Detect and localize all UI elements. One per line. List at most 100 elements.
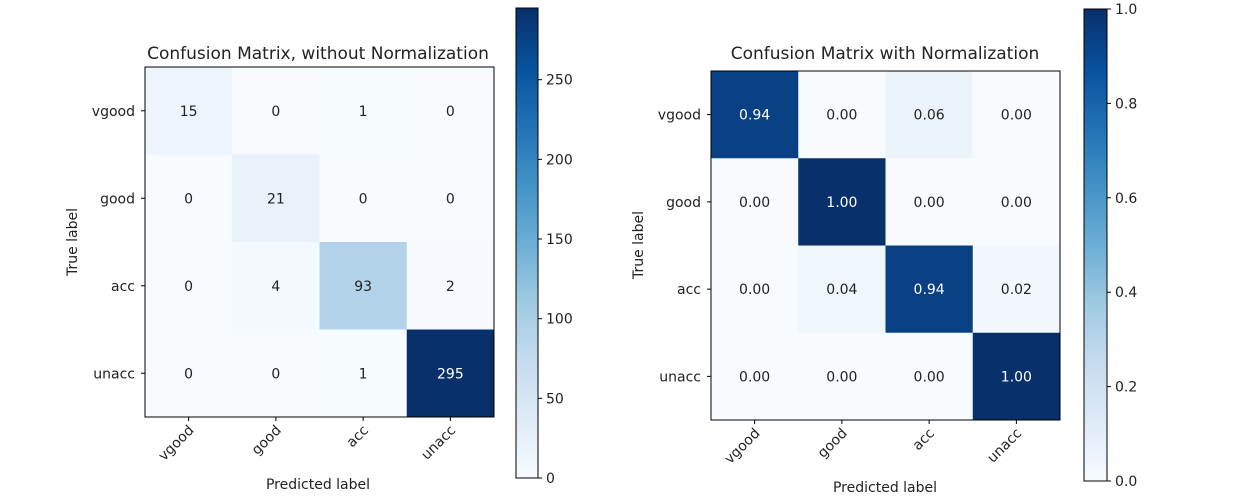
cell-value-label: 0.94	[739, 108, 770, 124]
heatmap-cell	[798, 245, 886, 334]
y-tick-label: vgood	[658, 108, 701, 124]
heatmap-cell	[972, 71, 1061, 159]
heatmap-cell	[406, 242, 495, 330]
confusion-matrix-raw-panel: Confusion Matrix, without Normalization …	[65, 7, 573, 493]
cell-value-label: 0.06	[914, 108, 945, 124]
y-tick-label: unacc	[659, 369, 701, 385]
chart-title: Confusion Matrix with Normalization	[731, 44, 1040, 64]
cell-value-label: 0	[446, 191, 455, 207]
cell-value-label: 0.00	[739, 195, 770, 211]
x-tick-label: acc	[910, 426, 938, 454]
y-tick-label: acc	[111, 279, 135, 295]
cell-value-label: 0.00	[739, 282, 770, 298]
cell-value-label: 0	[359, 191, 368, 207]
cell-value-label: 1.00	[826, 195, 857, 211]
heatmap-cell	[711, 158, 799, 246]
heatmap-cell	[711, 245, 799, 334]
colorbar-tick-label: 150	[546, 232, 573, 248]
x-tick-label: good	[249, 423, 285, 459]
heatmap-cell	[885, 158, 974, 246]
x-tick-labels: vgood good acc unacc	[156, 417, 459, 465]
colorbar-tick-label: 0.8	[1115, 96, 1137, 112]
heatmap-cell	[319, 329, 408, 418]
heatmap-cell	[319, 154, 408, 243]
heatmap-cell	[232, 67, 320, 155]
heatmap-cell	[885, 71, 974, 159]
y-tick-labels: vgood good acc unacc	[658, 108, 711, 385]
cell-value-label: 0.00	[1001, 108, 1032, 124]
cell-value-label: 0	[184, 366, 193, 382]
heatmap-cell	[232, 242, 320, 330]
cell-value-label: 2	[446, 279, 455, 295]
cell-value-label: 1	[359, 104, 368, 120]
x-axis-label: Predicted label	[266, 477, 370, 493]
cell-value-label: 21	[267, 191, 285, 207]
x-tick-label: unacc	[418, 423, 459, 464]
cell-value-label: 0.00	[739, 369, 770, 385]
cell-value-label: 0.04	[826, 282, 857, 298]
x-axis-label: Predicted label	[833, 480, 937, 496]
colorbar-tick-label: 100	[546, 312, 573, 328]
cell-value-label: 0	[271, 366, 280, 382]
cell-value-label: 0.00	[826, 369, 857, 385]
colorbar-tick-label: 0.4	[1115, 285, 1137, 301]
heatmap-cell	[145, 154, 233, 243]
cell-value-label: 93	[354, 279, 372, 295]
cell-value-label: 0	[184, 191, 193, 207]
heatmap-cell	[145, 329, 233, 418]
heatmap-cell	[972, 158, 1061, 246]
heatmap-cell	[406, 67, 495, 155]
cell-value-label: 1.00	[1001, 369, 1032, 385]
heatmap-cell	[711, 332, 799, 421]
cell-value-label: 0	[271, 104, 280, 120]
heatmap-cell	[232, 154, 320, 243]
y-tick-labels: vgood good acc unacc	[92, 104, 145, 382]
heatmap-cell	[798, 332, 886, 421]
cell-value-label: 0.00	[914, 195, 945, 211]
x-tick-label: good	[815, 426, 851, 462]
colorbar-gradient	[515, 7, 539, 479]
cell-value-label: 0.00	[1001, 195, 1032, 211]
chart-title: Confusion Matrix, without Normalization	[147, 44, 489, 64]
confusion-matrix-normalized-panel: Confusion Matrix with Normalization 0.94…	[631, 2, 1137, 496]
cell-value-label: 0.02	[1001, 282, 1032, 298]
cell-value-label: 1	[359, 366, 368, 382]
colorbar-tick-label: 200	[546, 152, 573, 168]
heatmap-cell	[406, 154, 495, 243]
y-axis-label: True label	[65, 208, 81, 277]
colorbar-gradient	[1083, 8, 1108, 482]
colorbar-tick-label: 1.0	[1115, 2, 1137, 18]
heatmap-cell	[319, 242, 408, 330]
colorbar-ticks: 0 50 100 150 200 250	[538, 73, 573, 487]
x-tick-label: vgood	[156, 423, 198, 465]
heatmap-cell	[972, 332, 1061, 421]
y-tick-label: vgood	[92, 104, 135, 120]
x-tick-label: vgood	[722, 426, 764, 468]
heatmap-cell	[232, 329, 320, 418]
x-tick-labels: vgood good acc unacc	[722, 420, 1025, 468]
y-tick-label: acc	[677, 282, 701, 298]
cell-value-label: 0.94	[914, 282, 945, 298]
cell-value-label: 0	[184, 279, 193, 295]
heatmap-cell	[406, 329, 495, 418]
plot-frame	[710, 70, 1061, 421]
heatmap-cell	[798, 158, 886, 246]
heatmap-cell	[319, 67, 408, 155]
heatmap-cell	[798, 71, 886, 159]
cell-value-label: 15	[180, 104, 198, 120]
colorbar: 0.0 0.2 0.4 0.6 0.8 1.0	[1083, 2, 1137, 490]
heatmap-cell	[145, 67, 233, 155]
cell-value-label: 4	[271, 279, 280, 295]
colorbar-tick-label: 0.2	[1115, 380, 1137, 396]
colorbar-tick-label: 0.6	[1115, 191, 1137, 207]
cell-value-label: 0.00	[914, 369, 945, 385]
heatmap-cells: 0.94 0.00 0.06 0.00 0.00 1.00 0.00 0.00 0.00 0.04…	[711, 71, 1061, 421]
heatmap-cell	[885, 245, 974, 334]
y-axis-label: True label	[631, 211, 647, 280]
colorbar-tick-label: 250	[546, 73, 573, 89]
colorbar-tick-label: 0	[546, 471, 555, 487]
heatmap-cell	[885, 332, 974, 421]
x-tick-label: unacc	[984, 426, 1025, 467]
cell-value-label: 295	[437, 366, 464, 382]
